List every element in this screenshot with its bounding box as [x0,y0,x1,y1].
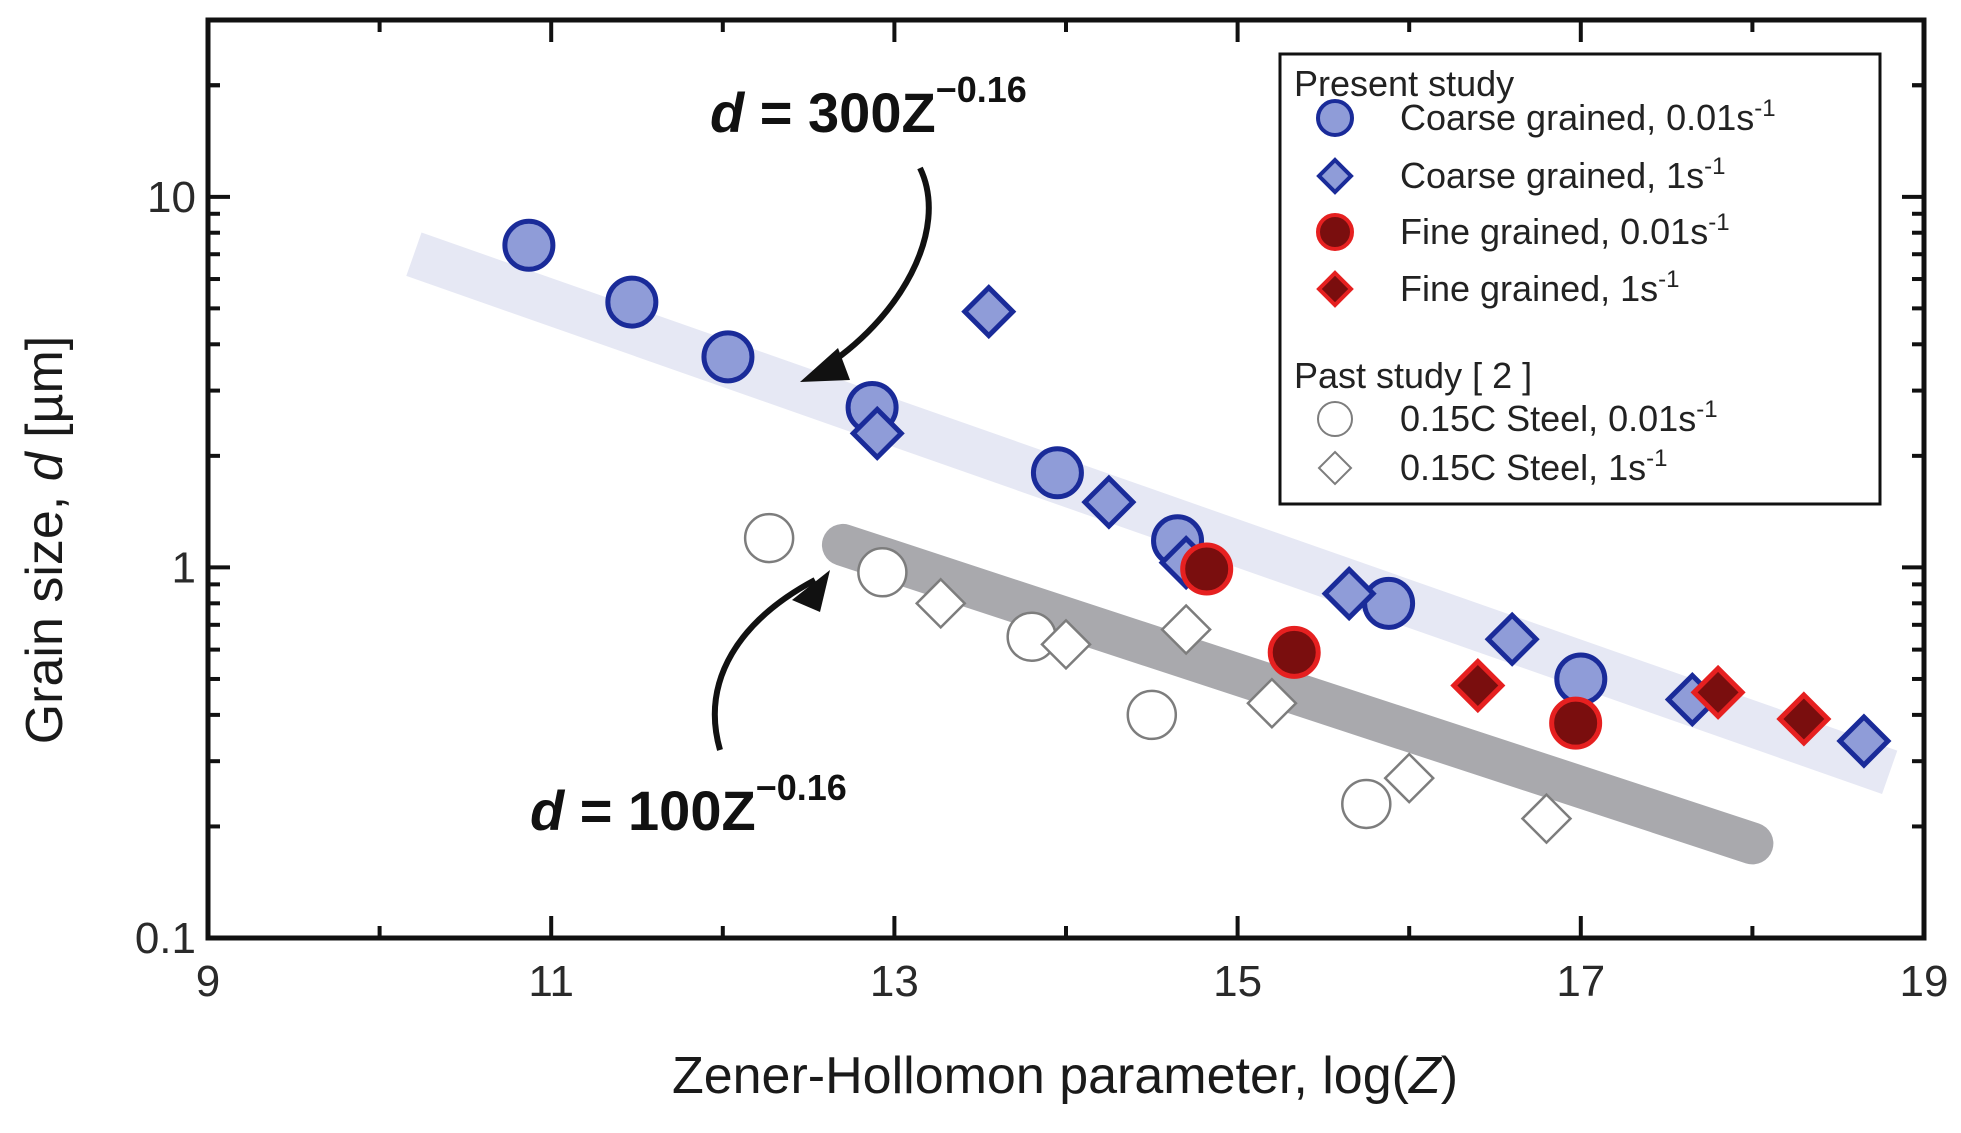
axis-ticks [206,18,1926,940]
legend-marker-5 [1317,450,1353,486]
data-point-series-5 [1246,677,1298,730]
data-point-series-0 [1030,446,1084,500]
x-axis-title: Zener-Hollomon parameter, log(Z) [672,1047,1458,1105]
tick-labels: 9 11 13 15 17 19 0.1 1 10 [135,173,1949,1006]
legend-group-past: Past study [ 2 ] [1294,355,1532,396]
fit-band-100 [821,523,1774,865]
data-point-series-2 [1267,625,1321,679]
legend-marker-4 [1317,401,1353,437]
legend-label-3: Fine grained, 1s-1 [1400,266,1680,309]
data-point-series-0 [605,275,659,329]
x-tick-label: 13 [870,957,919,1006]
annotation-upper: d = 300Z−0.16 [710,69,1027,382]
legend-group-present: Present study [1294,63,1514,104]
y-tick-label: 0.1 [135,914,196,963]
fit-bands [406,232,1898,865]
data-point-series-4 [1341,778,1392,830]
data-point-series-0 [1554,652,1608,706]
data-point-series-3 [1690,664,1746,720]
legend-marker-1 [1316,157,1354,195]
arrow-lower [711,577,817,751]
data-point-series-1 [1321,566,1377,622]
x-tick-label: 19 [1900,957,1949,1006]
data-point-series-2 [1549,696,1603,750]
data-point-series-4 [1126,689,1178,741]
arrow-upper [818,166,932,373]
legend-label-2: Fine grained, 0.01s-1 [1400,209,1730,252]
data-point-series-5 [1160,603,1212,656]
svg-text:d = 300Z−0.16: d = 300Z−0.16 [710,69,1027,144]
x-tick-label: 17 [1556,957,1605,1006]
legend-label-5: 0.15C Steel, 1s-1 [1400,445,1668,488]
legend-label-0: Coarse grained, 0.01s-1 [1400,95,1776,138]
fit-band-300 [406,232,1898,794]
data-point-series-4 [743,512,795,564]
legend-box [1278,52,1882,506]
data-point-series-1 [1484,611,1540,667]
data-point-series-1 [961,284,1017,340]
data-point-series-2 [1180,542,1234,596]
legend-label-1: Coarse grained, 1s-1 [1400,153,1726,196]
data-point-series-1 [1836,713,1892,769]
data-point-series-0 [701,330,755,384]
data-points [502,218,1892,845]
data-point-series-1 [849,405,905,461]
legend-marker-2 [1316,213,1354,251]
data-point-series-4 [857,547,908,598]
data-point-series-3 [1450,658,1506,714]
legend-marker-0 [1316,99,1354,137]
data-point-series-0 [1362,576,1416,630]
x-tick-label: 9 [196,957,220,1006]
data-point-series-0 [502,218,556,272]
svg-text:d = 100Z−0.16: d = 100Z−0.16 [530,767,847,842]
legend-marker-3 [1316,270,1354,308]
legend: Present study Past study [ 2 ] Coarse gr… [1278,52,1882,506]
data-point-series-3 [1776,691,1832,747]
data-point-series-5 [1383,752,1435,804]
y-axis-title: Grain size, d [µm] [16,336,74,745]
arrow-lower-head [792,570,830,612]
data-point-series-5 [1520,792,1573,845]
y-tick-label: 1 [172,543,196,592]
data-point-series-5 [1040,618,1092,671]
arrow-upper-head [800,348,850,382]
legend-label-4: 0.15C Steel, 0.01s-1 [1400,396,1718,439]
data-point-series-5 [914,577,967,630]
data-point-series-1 [1081,474,1137,530]
x-tick-label: 15 [1213,957,1262,1006]
y-tick-label: 10 [147,173,196,222]
annotation-lower: d = 100Z−0.16 [530,570,847,842]
x-tick-label: 11 [528,957,574,1006]
